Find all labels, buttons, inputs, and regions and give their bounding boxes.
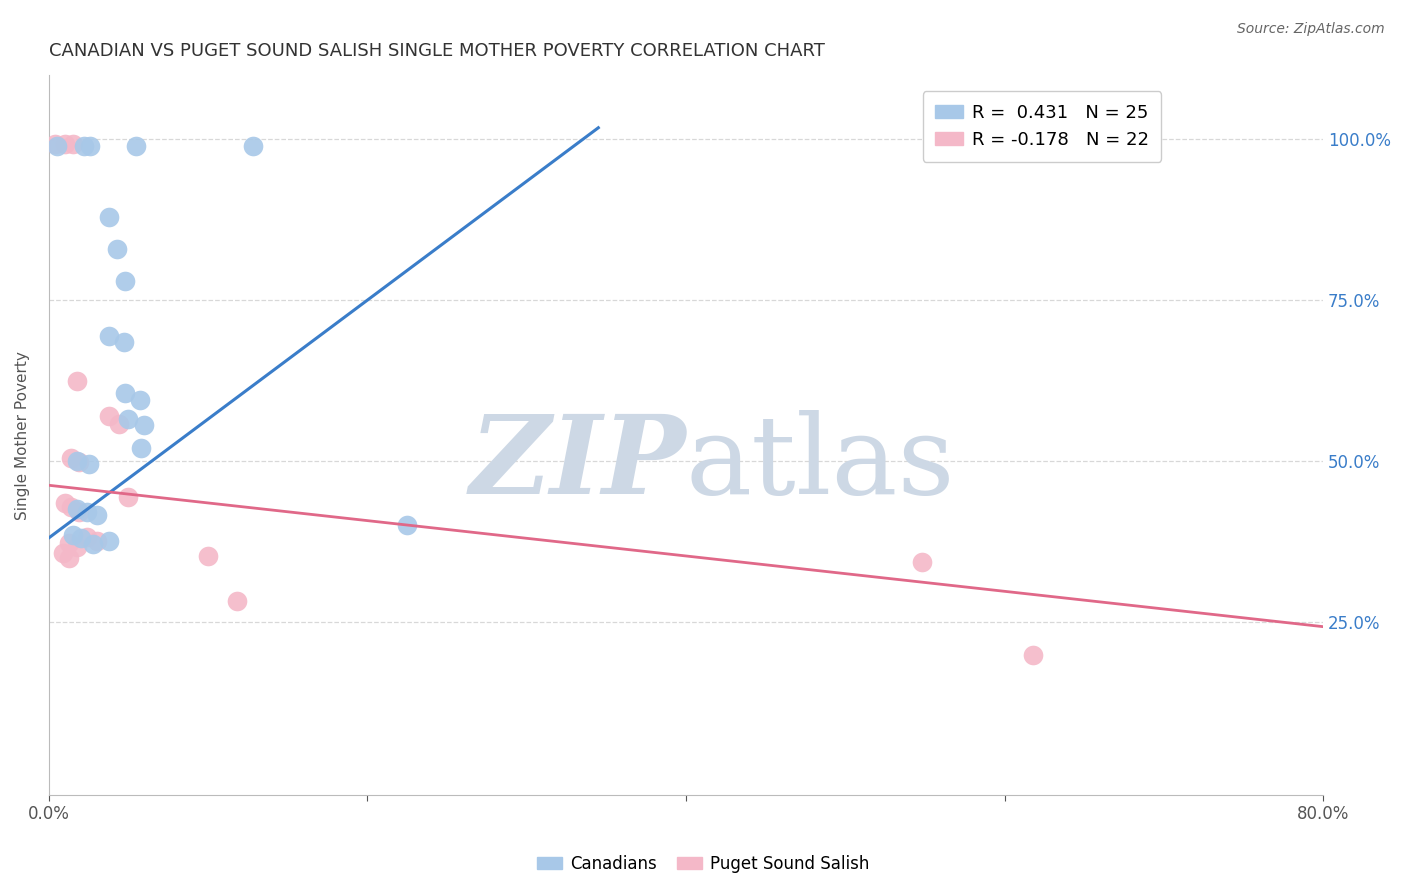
Point [69, 531, 91, 545]
Point [396, 518, 419, 533]
Point [242, 139, 264, 153]
Point [53, 495, 76, 509]
Point [62, 136, 84, 151]
Point [44, 136, 66, 151]
Text: atlas: atlas [686, 410, 956, 517]
Point [60, 450, 83, 465]
Point [45, 139, 67, 153]
Point [86, 508, 108, 523]
Point [66, 454, 89, 468]
Point [98, 328, 121, 343]
Point [58, 536, 80, 550]
Point [98, 409, 121, 423]
Point [1022, 648, 1045, 662]
Point [79, 139, 101, 153]
Point [129, 441, 152, 455]
Point [53, 136, 76, 151]
Point [114, 386, 136, 401]
Point [66, 374, 89, 388]
Text: Source: ZipAtlas.com: Source: ZipAtlas.com [1237, 22, 1385, 37]
Point [125, 139, 148, 153]
Point [114, 274, 136, 288]
Point [82, 537, 104, 551]
Point [112, 334, 135, 349]
Text: ZIP: ZIP [470, 410, 686, 517]
Point [76, 530, 98, 544]
Point [77, 457, 100, 471]
Point [67, 455, 90, 469]
Point [117, 490, 139, 504]
Y-axis label: Single Mother Poverty: Single Mother Poverty [15, 351, 30, 519]
Point [117, 412, 139, 426]
Point [62, 528, 84, 542]
Point [105, 242, 128, 256]
Point [66, 540, 89, 554]
Point [66, 502, 89, 516]
Point [52, 546, 75, 560]
Point [128, 392, 150, 407]
Point [76, 505, 98, 519]
Legend: R =  0.431   N = 25, R = -0.178   N = 22: R = 0.431 N = 25, R = -0.178 N = 22 [922, 92, 1161, 161]
Point [98, 534, 121, 549]
Point [58, 550, 80, 565]
Point [86, 534, 108, 549]
Point [911, 555, 934, 569]
Point [134, 418, 156, 433]
Point [197, 549, 219, 563]
Text: CANADIAN VS PUGET SOUND SALISH SINGLE MOTHER POVERTY CORRELATION CHART: CANADIAN VS PUGET SOUND SALISH SINGLE MO… [49, 42, 825, 60]
Point [225, 594, 247, 608]
Point [98, 210, 121, 224]
Point [67, 505, 90, 519]
Point [60, 500, 83, 515]
Legend: Canadians, Puget Sound Salish: Canadians, Puget Sound Salish [530, 848, 876, 880]
Point [108, 417, 131, 431]
Point [73, 139, 96, 153]
